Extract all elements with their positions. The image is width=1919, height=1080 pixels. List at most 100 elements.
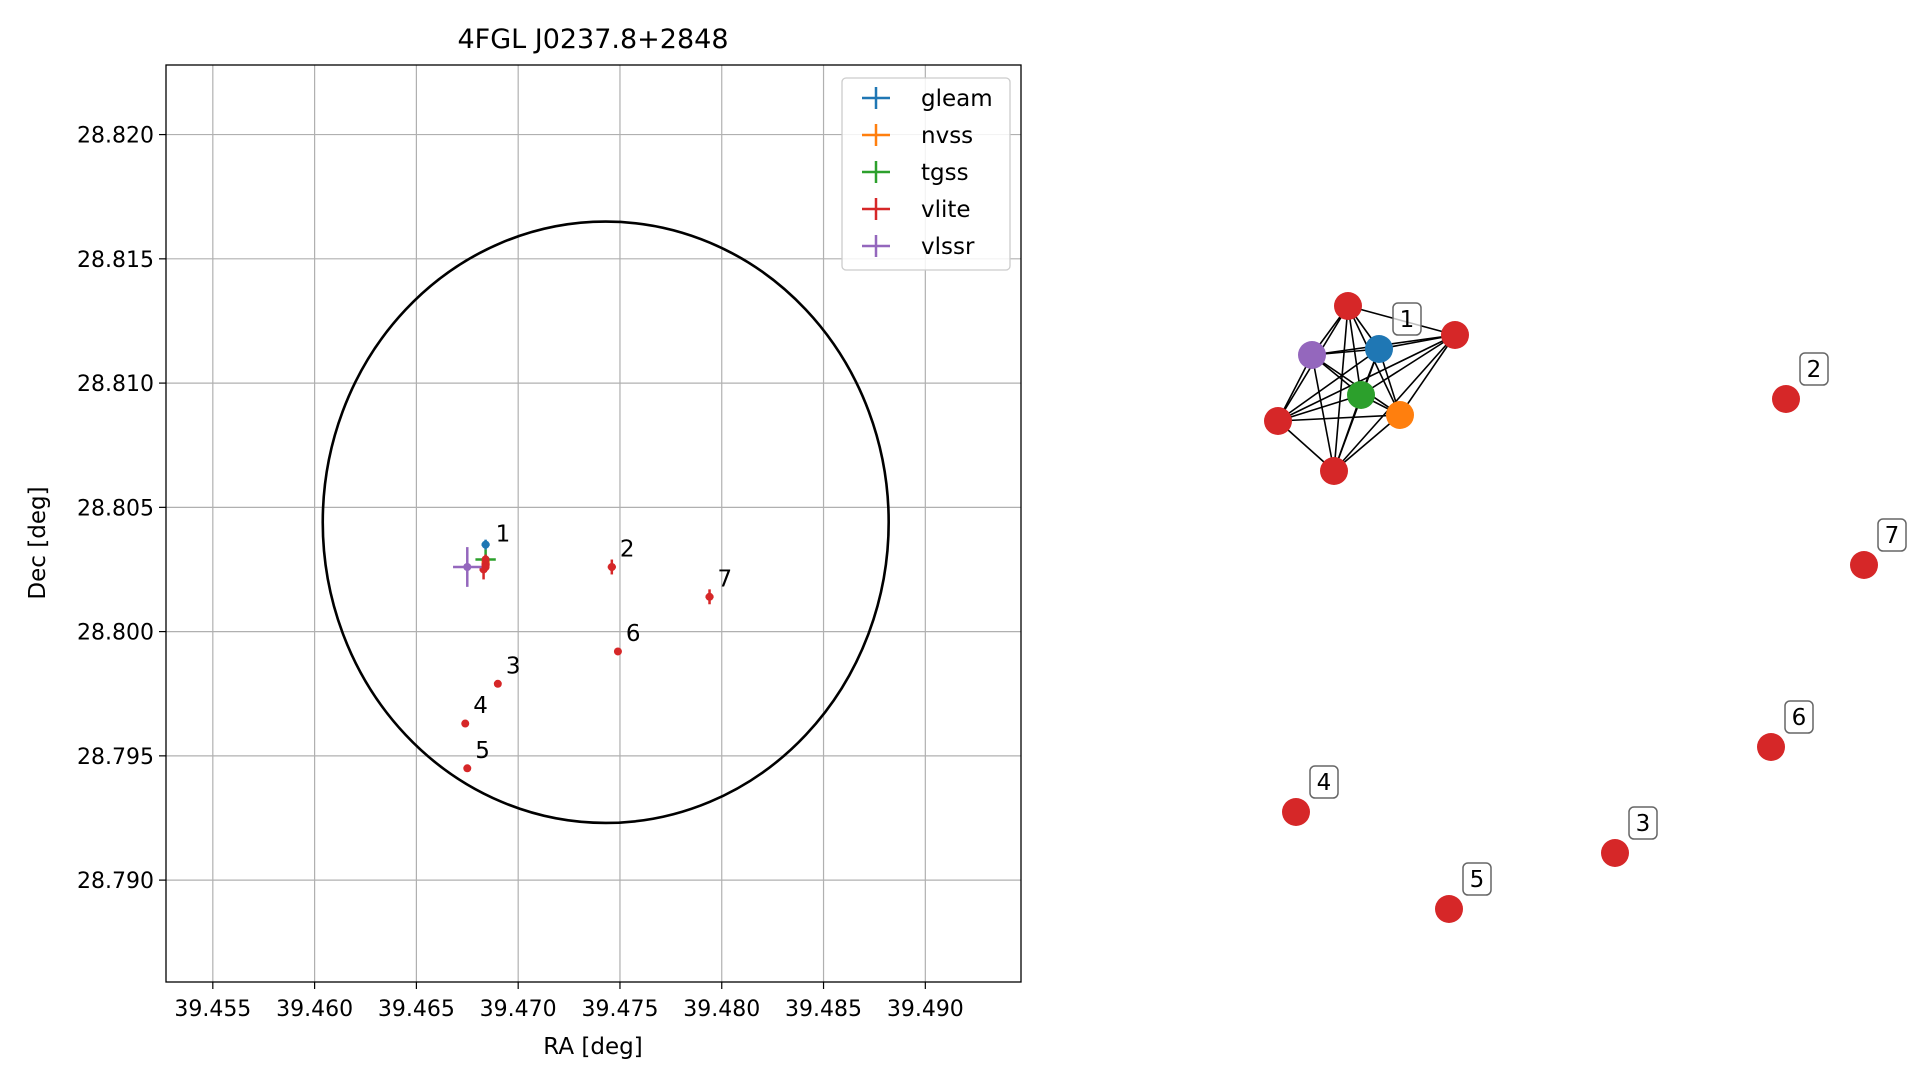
- gleam-point: [481, 539, 490, 550]
- network-edge: [1277, 348, 1380, 422]
- y-tick-label: 28.820: [77, 124, 154, 149]
- network-node: [1386, 401, 1414, 429]
- node-label-text: 1: [1400, 307, 1415, 333]
- vlite-point: [607, 559, 616, 575]
- y-tick-label: 28.805: [77, 496, 154, 521]
- network-node: [1320, 457, 1348, 485]
- network-node: [1282, 798, 1310, 826]
- network-edge: [1360, 334, 1456, 396]
- x-tick-label: 39.475: [581, 997, 658, 1022]
- x-axis-label: RA [deg]: [543, 1034, 642, 1060]
- network-node-label: 6: [1784, 700, 1814, 734]
- node-label-box: [1799, 352, 1829, 386]
- tolerance-circle-layer: [321, 220, 890, 825]
- y-axis-ticks: 28.790 28.795 28.800 28.805 28.810 28.815 28.8…: [77, 124, 166, 894]
- point-annotation: 7: [718, 566, 733, 592]
- axes-frame: [165, 64, 1022, 983]
- node-label-text: 4: [1317, 770, 1332, 796]
- data-points-layer: [453, 539, 714, 773]
- point-annotation: 1: [496, 522, 511, 548]
- network-node: [1850, 551, 1878, 579]
- network-node: [1334, 292, 1362, 320]
- x-tick-label: 39.490: [887, 997, 964, 1022]
- network-node-label: 4: [1309, 765, 1339, 799]
- vlssr-marker: [463, 562, 472, 571]
- point-annotation: 2: [620, 537, 635, 563]
- legend: gleam nvss tgss vlite vlssr: [841, 77, 1011, 271]
- legend-entry-vlite: vlite: [862, 197, 971, 223]
- vlite-marker: [481, 555, 490, 564]
- x-tick-label: 39.455: [174, 997, 251, 1022]
- node-label-box: [1784, 700, 1814, 734]
- network-edge: [1277, 394, 1362, 422]
- network-node-label: 7: [1877, 518, 1907, 552]
- x-axis-ticks: 39.455 39.460 39.465 39.470 39.475 39.480 39.4…: [174, 982, 964, 1022]
- legend-label: tgss: [921, 160, 969, 186]
- network-edge: [1277, 334, 1456, 422]
- legend-label: gleam: [921, 86, 993, 112]
- annotation-layer: 1 2 34 5 6 7: [473, 522, 732, 764]
- point-annotation: 3: [506, 653, 521, 679]
- vlite-point: [493, 679, 502, 688]
- network-node-label: 2: [1799, 352, 1829, 386]
- network-node: [1365, 335, 1393, 363]
- vlite-marker: [613, 647, 622, 656]
- chart-title: 4FGL J0237.8+2848: [457, 24, 728, 55]
- legend-label: vlssr: [921, 234, 975, 260]
- network-nodes: [1264, 292, 1878, 923]
- legend-label: nvss: [921, 123, 973, 149]
- network-node: [1757, 733, 1785, 761]
- node-label-box: [1392, 302, 1422, 336]
- vlite-marker: [461, 719, 470, 728]
- network-node: [1601, 839, 1629, 867]
- x-tick-label: 39.460: [276, 997, 353, 1022]
- network-node: [1347, 381, 1375, 409]
- y-tick-label: 28.790: [77, 869, 154, 894]
- y-tick-label: 28.800: [77, 621, 154, 646]
- node-label-box: [1628, 806, 1658, 840]
- x-tick-label: 39.470: [480, 997, 557, 1022]
- legend-entry-tgss: tgss: [862, 160, 969, 186]
- network-node-label: 5: [1462, 862, 1492, 896]
- vlite-marker: [481, 562, 490, 571]
- legend-entry-gleam: gleam: [862, 86, 993, 112]
- y-tick-label: 28.815: [77, 248, 154, 273]
- network-node-label: 3: [1628, 806, 1658, 840]
- x-tick-label: 39.465: [378, 997, 455, 1022]
- point-annotation: 6: [626, 621, 641, 647]
- network-panel: 1 2 7 6 4 3 5: [1264, 292, 1907, 923]
- gleam-marker: [481, 540, 490, 549]
- legend-entry-nvss: nvss: [862, 123, 973, 149]
- node-label-box: [1462, 862, 1492, 896]
- vlite-marker: [463, 764, 472, 773]
- node-label-text: 7: [1885, 523, 1900, 549]
- vlite-point: [481, 562, 490, 572]
- vlite-point: [613, 647, 622, 656]
- node-label-text: 5: [1470, 867, 1485, 893]
- vlite-point: [461, 719, 470, 728]
- tolerance-circle: [321, 220, 890, 825]
- legend-entry-vlssr: vlssr: [862, 234, 975, 260]
- network-node-label: 1: [1392, 302, 1422, 336]
- node-label-box: [1877, 518, 1907, 552]
- network-node-labels: 1 2 7 6 4 3 5: [1309, 302, 1907, 896]
- node-label-text: 6: [1792, 705, 1807, 731]
- legend-label: vlite: [921, 197, 971, 223]
- point-annotation: 4: [473, 693, 488, 719]
- legend-box: [841, 77, 1011, 271]
- vlite-marker: [607, 562, 616, 571]
- vlite-point: [463, 764, 472, 773]
- y-tick-label: 28.810: [77, 372, 154, 397]
- network-edge: [1333, 305, 1349, 472]
- x-tick-label: 39.485: [785, 997, 862, 1022]
- network-edge: [1333, 414, 1401, 472]
- network-node: [1264, 407, 1292, 435]
- vlite-marker: [705, 592, 714, 601]
- vlite-point: [705, 589, 714, 605]
- network-node: [1435, 895, 1463, 923]
- y-tick-label: 28.795: [77, 745, 154, 770]
- network-node: [1298, 341, 1326, 369]
- y-axis-label: Dec [deg]: [25, 486, 51, 599]
